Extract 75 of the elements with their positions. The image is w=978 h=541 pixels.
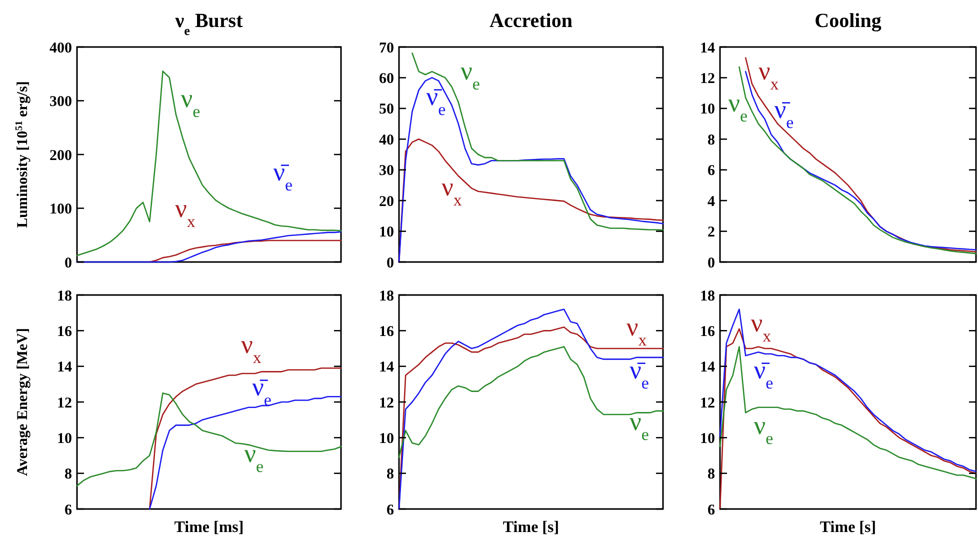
- y-tick-label: 8: [708, 466, 715, 483]
- y-tick-label: 14: [700, 360, 716, 376]
- series-label: ν$_{e}$: [244, 438, 264, 476]
- chart-title: ν$_{e}$ Burst: [174, 10, 244, 38]
- series-label: ν$_{e}$: [180, 84, 200, 121]
- series-label: ν$_{x}$: [758, 56, 780, 93]
- y-tick-label: 8: [64, 466, 72, 483]
- y-tick-label: 0: [64, 255, 72, 272]
- chart-title: Accretion: [490, 10, 572, 32]
- series-label: ν$_{x}$: [442, 172, 462, 209]
- line-series: [412, 52, 664, 231]
- series-label: ν̄$_{e}$: [630, 355, 649, 392]
- y-tick-label: 0: [708, 255, 715, 272]
- x-axis-title: Time [s]: [502, 519, 560, 536]
- y-tick-label: 300: [50, 94, 72, 110]
- y-tick-label: 4: [708, 194, 716, 210]
- y-tick-label: 10: [700, 430, 715, 447]
- y-tick-label: 40: [379, 132, 394, 148]
- y-tick-label: 10: [57, 430, 72, 447]
- y-tick-label: 12: [57, 395, 72, 412]
- line-series: [76, 70, 342, 256]
- y-tick-label: 400: [50, 40, 72, 56]
- series-label: ν̄$_{e}$: [273, 157, 293, 194]
- line-series: [719, 308, 977, 472]
- y-tick-label: 30: [379, 163, 394, 180]
- y-tick-label: 14: [379, 360, 394, 376]
- y-tick-label: 18: [379, 288, 394, 304]
- line-series: [148, 396, 342, 510]
- y-tick-label: 18: [700, 288, 715, 304]
- y-tick-label: 6: [708, 163, 716, 180]
- y-tick-label: 6: [64, 502, 72, 518]
- series-label: ν$_{e}$: [728, 88, 748, 125]
- y-tick-label: 20: [379, 194, 394, 210]
- series-label: ν$_{x}$: [750, 308, 772, 345]
- y-tick-label: 10: [379, 430, 394, 447]
- y-tick-label: 200: [50, 148, 72, 164]
- series-label: ν$_{e}$: [630, 406, 649, 444]
- y-tick-label: 12: [700, 395, 715, 412]
- y-tick-label: 100: [50, 202, 72, 218]
- series-label: ν$_{e}$: [460, 56, 480, 93]
- y-tick-label: 16: [700, 324, 716, 340]
- line-series: [148, 367, 342, 510]
- y-tick-label: 50: [379, 102, 394, 118]
- series-label: ν$_{e}$: [754, 411, 774, 448]
- line-series: [398, 346, 664, 458]
- y-tick-label: 70: [379, 40, 394, 56]
- y-axis-title: Average Energy [MeV]: [15, 328, 31, 476]
- series-label: ν$_{x}$: [241, 330, 262, 366]
- y-tick-label: 2: [708, 224, 715, 241]
- y-tick-label: 8: [708, 132, 715, 148]
- y-tick-label: 6: [386, 502, 394, 518]
- series-label: ν̄$_{e}$: [774, 94, 794, 132]
- line-series: [719, 346, 977, 480]
- y-tick-label: 8: [386, 466, 394, 483]
- y-tick-label: 12: [700, 70, 715, 87]
- line-series: [148, 240, 342, 263]
- y-tick-label: 18: [57, 288, 72, 304]
- y-tick-label: 16: [57, 324, 72, 340]
- y-tick-label: 14: [57, 360, 72, 376]
- y-tick-label: 6: [708, 502, 716, 518]
- series-label: ν̄$_{e}$: [754, 355, 774, 392]
- y-tick-label: 10: [700, 102, 715, 118]
- x-axis-title: Time [ms]: [174, 519, 244, 536]
- y-tick-label: 60: [379, 70, 394, 87]
- series-label: ν$_{x}$: [175, 194, 196, 230]
- y-tick-label: 10: [379, 224, 394, 241]
- y-tick-label: 12: [379, 395, 394, 412]
- series-label: ν$_{x}$: [626, 312, 648, 350]
- y-tick-label: 16: [379, 324, 394, 340]
- series-label: ν̄$_{e}$: [426, 82, 446, 119]
- line-series: [76, 231, 342, 263]
- y-tick-label: 14: [700, 40, 716, 56]
- x-axis-title: Time [s]: [820, 519, 876, 536]
- y-tick-label: 0: [386, 255, 394, 272]
- chart-title: Cooling: [814, 10, 882, 32]
